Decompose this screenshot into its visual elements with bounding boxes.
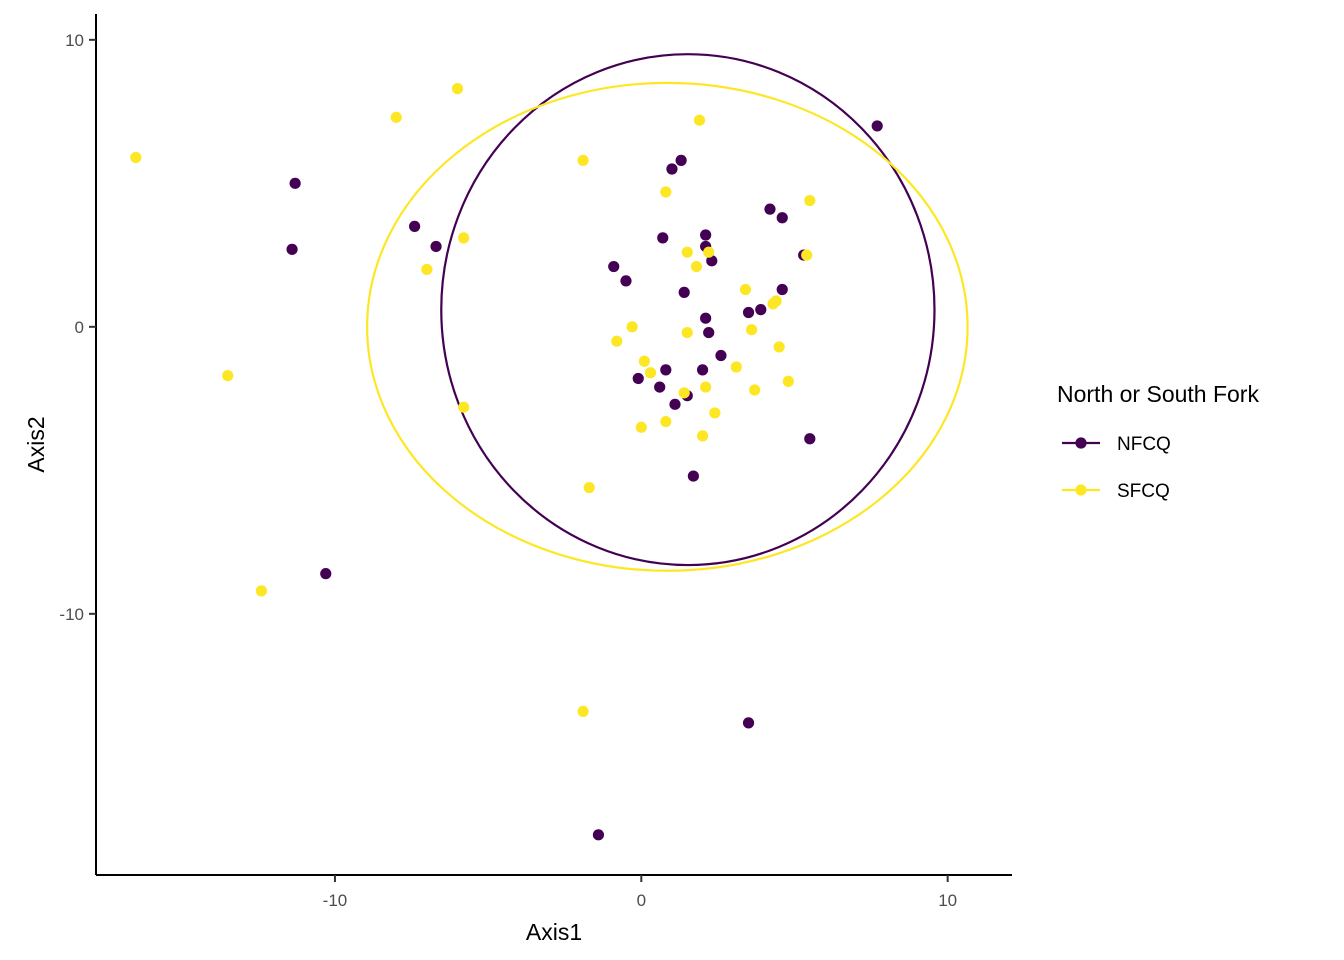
point-nfcq [286, 243, 298, 255]
point-sfcq [458, 232, 470, 244]
legend-items: NFCQ SFCQ [1062, 434, 1171, 502]
point-sfcq [638, 355, 650, 367]
point-sfcq [690, 260, 703, 273]
point-sfcq [678, 387, 690, 399]
point-sfcq [700, 381, 712, 393]
point-sfcq [681, 326, 693, 339]
point-sfcq [709, 407, 721, 419]
point-nfcq [742, 717, 755, 729]
point-sfcq [222, 370, 234, 382]
point-nfcq [700, 229, 712, 241]
point-nfcq [700, 312, 712, 324]
point-sfcq [804, 194, 816, 207]
point-nfcq [632, 372, 644, 385]
point-nfcq [678, 286, 690, 298]
point-nfcq [706, 255, 718, 267]
point-nfcq [776, 283, 788, 296]
y-axis-title: Axis2 [23, 416, 49, 472]
point-sfcq [703, 246, 715, 258]
legend-item-nfcq: NFCQ [1062, 434, 1171, 455]
point-nfcq [776, 212, 788, 224]
point-nfcq [715, 349, 727, 362]
x-tick-label: 10 [938, 891, 957, 910]
point-sfcq [681, 246, 693, 258]
legend-key-point [1075, 437, 1087, 449]
point-sfcq [577, 154, 589, 166]
axes-layer: -10 0 10 -10 0 10 [59, 14, 1012, 910]
point-sfcq [390, 111, 402, 123]
point-sfcq [696, 430, 709, 442]
point-sfcq [583, 481, 595, 494]
ellipse-layer [366, 53, 969, 572]
legend: North or South Fork NFCQ SFCQ [1057, 381, 1259, 502]
point-nfcq [289, 177, 301, 189]
point-nfcq [804, 433, 816, 445]
y-tick-label: 0 [75, 318, 84, 337]
point-nfcq [657, 232, 669, 244]
point-nfcq [592, 829, 605, 841]
legend-label: SFCQ [1117, 481, 1170, 502]
point-sfcq [770, 295, 782, 307]
point-sfcq [745, 324, 758, 336]
x-tick-label: 0 [637, 891, 646, 910]
point-nfcq [764, 203, 776, 215]
point-nfcq [742, 306, 755, 319]
point-sfcq [255, 585, 268, 597]
point-nfcq [409, 220, 421, 232]
point-nfcq [696, 364, 709, 376]
point-sfcq [626, 321, 638, 333]
point-nfcq [320, 568, 332, 580]
point-nfcq [755, 304, 767, 316]
legend-label: NFCQ [1117, 434, 1171, 455]
y-tick-label: 10 [65, 31, 84, 50]
point-nfcq [687, 470, 699, 482]
legend-title: North or South Fork [1057, 381, 1259, 407]
points-layer [130, 83, 883, 841]
point-sfcq [635, 421, 647, 433]
legend-key-point [1075, 484, 1087, 496]
point-sfcq [577, 705, 589, 718]
point-nfcq [660, 364, 672, 376]
point-sfcq [421, 263, 433, 276]
point-sfcq [801, 249, 813, 261]
point-nfcq [608, 260, 620, 273]
point-sfcq [730, 361, 742, 373]
point-sfcq [660, 186, 672, 198]
point-sfcq [458, 401, 470, 413]
point-sfcq [773, 341, 785, 353]
point-nfcq [620, 275, 632, 287]
point-sfcq [611, 335, 623, 347]
point-sfcq [749, 384, 761, 396]
point-nfcq [669, 398, 681, 410]
point-sfcq [782, 375, 794, 387]
point-sfcq [644, 367, 657, 379]
point-nfcq [654, 381, 666, 393]
x-tick-label: -10 [323, 891, 348, 910]
ellipse-sfcq [366, 81, 969, 572]
point-nfcq [666, 163, 678, 175]
point-sfcq [130, 151, 142, 164]
point-sfcq [660, 415, 672, 428]
x-axis-title: Axis1 [526, 919, 582, 945]
point-sfcq [693, 114, 706, 126]
point-sfcq [451, 83, 464, 95]
point-nfcq [430, 240, 442, 253]
y-tick-label: -10 [59, 605, 84, 624]
point-nfcq [871, 120, 883, 132]
point-nfcq [703, 326, 715, 339]
point-nfcq [675, 154, 687, 166]
legend-item-sfcq: SFCQ [1062, 481, 1170, 502]
ellipse-nfcq [440, 53, 936, 567]
point-sfcq [739, 283, 752, 296]
